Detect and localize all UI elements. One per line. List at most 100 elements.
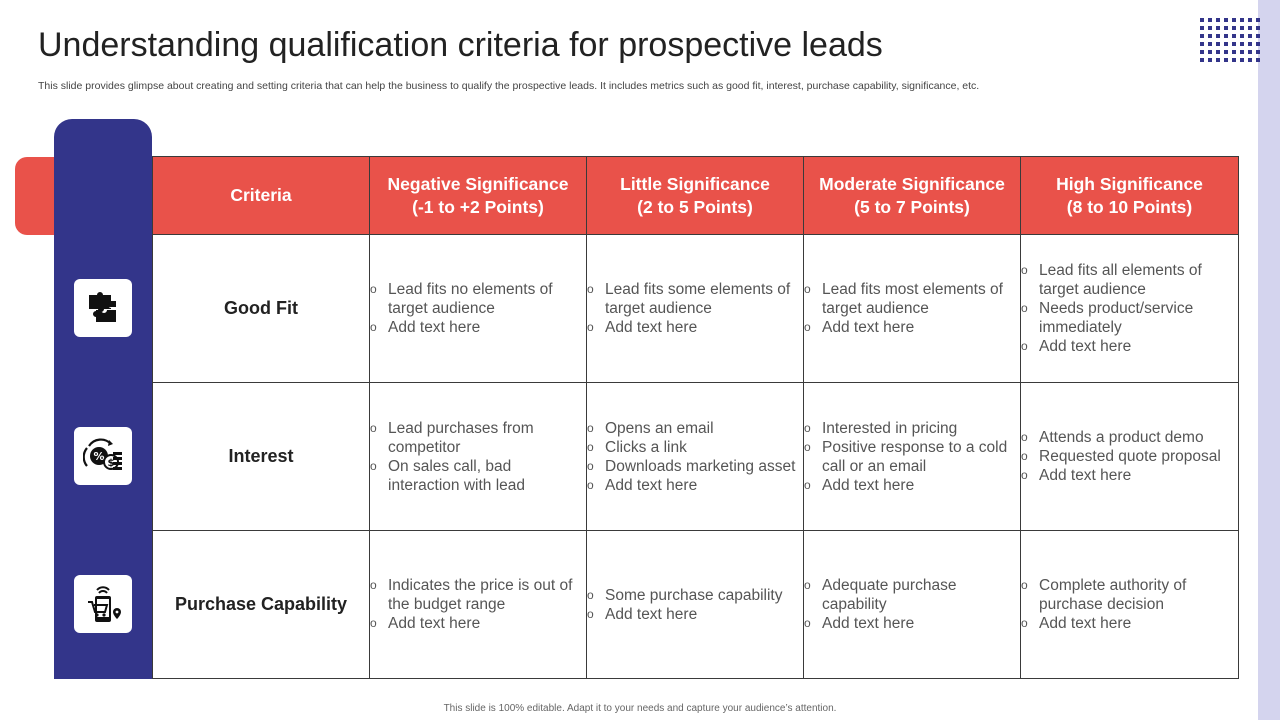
interest-icon-box: % $: [74, 427, 132, 485]
bullet-item: Add text here: [370, 614, 586, 633]
cell: Indicates the price is out of the budget…: [369, 530, 587, 679]
decorative-dot: [1216, 18, 1220, 22]
decorative-dot: [1232, 42, 1236, 46]
table-row-interest: Interest Lead purchases from competitor …: [152, 382, 1239, 531]
bullet-item: Requested quote proposal: [1021, 447, 1238, 466]
decorative-dot: [1240, 58, 1244, 62]
decorative-dot: [1216, 34, 1220, 38]
decorative-dot: [1208, 26, 1212, 30]
cell: Lead fits most elements of target audien…: [803, 234, 1021, 383]
svg-text:%: %: [93, 450, 104, 463]
decorative-dot: [1200, 26, 1204, 30]
decorative-dot: [1248, 58, 1252, 62]
decorative-dot: [1224, 50, 1228, 54]
cell: Lead fits some elements of target audien…: [586, 234, 804, 383]
decorative-dot: [1208, 50, 1212, 54]
decorative-dot: [1224, 58, 1228, 62]
mobile-shopping-icon: [88, 586, 121, 622]
decorative-dot: [1208, 42, 1212, 46]
decorative-dot: [1256, 26, 1260, 30]
bullet-item: Downloads marketing asset: [587, 457, 803, 476]
decorative-dot: [1240, 18, 1244, 22]
decorative-dot: [1216, 26, 1220, 30]
decorative-dot: [1232, 50, 1236, 54]
cell: Complete authority of purchase decision …: [1020, 530, 1239, 679]
decorative-dot: [1208, 34, 1212, 38]
bullet-item: Indicates the price is out of the budget…: [370, 576, 586, 614]
decorative-dot: [1216, 42, 1220, 46]
decorative-dot: [1256, 50, 1260, 54]
decorative-dot: [1224, 18, 1228, 22]
decorative-dot: [1240, 26, 1244, 30]
cell: Lead fits no elements of target audience…: [369, 234, 587, 383]
decorative-dot: [1216, 50, 1220, 54]
decorative-dot: [1224, 34, 1228, 38]
bullet-item: Positive response to a cold call or an e…: [804, 438, 1020, 476]
bullet-item: Add text here: [804, 614, 1020, 633]
table-row-purchase-capability: Purchase Capability Indicates the price …: [152, 530, 1239, 679]
bullet-item: Lead fits some elements of target audien…: [587, 280, 803, 318]
table-row-good-fit: Good Fit Lead fits no elements of target…: [152, 234, 1239, 383]
decorative-dot: [1240, 50, 1244, 54]
bullet-item: Opens an email: [587, 419, 803, 438]
bullet-item: Clicks a link: [587, 438, 803, 457]
cell: Some purchase capability Add text here: [586, 530, 804, 679]
decorative-dot: [1248, 42, 1252, 46]
bullet-item: Add text here: [587, 318, 803, 337]
decorative-dot: [1248, 50, 1252, 54]
bullet-item: Lead purchases from competitor: [370, 419, 586, 457]
criteria-interest: Interest: [152, 382, 370, 531]
footer-note: This slide is 100% editable. Adapt it to…: [443, 703, 837, 714]
good-fit-icon-box: [74, 279, 132, 337]
decorative-dot: [1224, 42, 1228, 46]
decorative-dot: [1256, 34, 1260, 38]
cell: Interested in pricing Positive response …: [803, 382, 1021, 531]
bullet-item: Add text here: [370, 318, 586, 337]
criteria-table: Criteria Negative Significance (-1 to +2 …: [152, 156, 1239, 679]
decorative-dot: [1232, 34, 1236, 38]
decorative-dot: [1256, 42, 1260, 46]
bullet-item: Lead fits all elements of target audienc…: [1021, 261, 1238, 299]
decorative-dot: [1200, 58, 1204, 62]
bullet-item: Some purchase capability: [587, 586, 803, 605]
decorative-dot-grid: [1200, 18, 1264, 70]
decorative-dot: [1224, 26, 1228, 30]
bullet-item: Add text here: [804, 476, 1020, 495]
cell: Lead fits all elements of target audienc…: [1020, 234, 1239, 383]
header-criteria: Criteria: [152, 156, 370, 235]
decorative-dot: [1208, 18, 1212, 22]
discount-money-icon: % $: [83, 438, 122, 470]
bullet-item: Add text here: [1021, 466, 1238, 485]
bullet-item: Add text here: [587, 605, 803, 624]
cell: Attends a product demo Requested quote p…: [1020, 382, 1239, 531]
header-high-significance: High Significance (8 to 10 Points): [1020, 156, 1239, 235]
decorative-dot: [1256, 58, 1260, 62]
decorative-dot: [1232, 18, 1236, 22]
decorative-dot: [1200, 18, 1204, 22]
bullet-item: Add text here: [1021, 337, 1238, 356]
bullet-item: Lead fits no elements of target audience: [370, 280, 586, 318]
decorative-side-strip: [1258, 0, 1280, 720]
header-negative-significance: Negative Significance (-1 to +2 Points): [369, 156, 587, 235]
decorative-dot: [1216, 58, 1220, 62]
criteria-purchase-capability: Purchase Capability: [152, 530, 370, 679]
criteria-good-fit: Good Fit: [152, 234, 370, 383]
decorative-dot: [1240, 42, 1244, 46]
svg-text:$: $: [108, 458, 115, 469]
decorative-dot: [1248, 26, 1252, 30]
decorative-dot: [1248, 18, 1252, 22]
page-title: Understanding qualification criteria for…: [38, 26, 883, 64]
decorative-dot: [1256, 18, 1260, 22]
bullet-item: Add text here: [804, 318, 1020, 337]
bullet-item: Lead fits most elements of target audien…: [804, 280, 1020, 318]
bullet-item: Interested in pricing: [804, 419, 1020, 438]
bullet-item: Needs product/service immediately: [1021, 299, 1238, 337]
decorative-dot: [1232, 58, 1236, 62]
decorative-dot: [1232, 26, 1236, 30]
puzzle-icon: [89, 292, 116, 322]
purchase-capability-icon-box: [74, 575, 132, 633]
header-little-significance: Little Significance (2 to 5 Points): [586, 156, 804, 235]
cell: Lead purchases from competitor On sales …: [369, 382, 587, 531]
decorative-dot: [1248, 34, 1252, 38]
decorative-dot: [1200, 42, 1204, 46]
